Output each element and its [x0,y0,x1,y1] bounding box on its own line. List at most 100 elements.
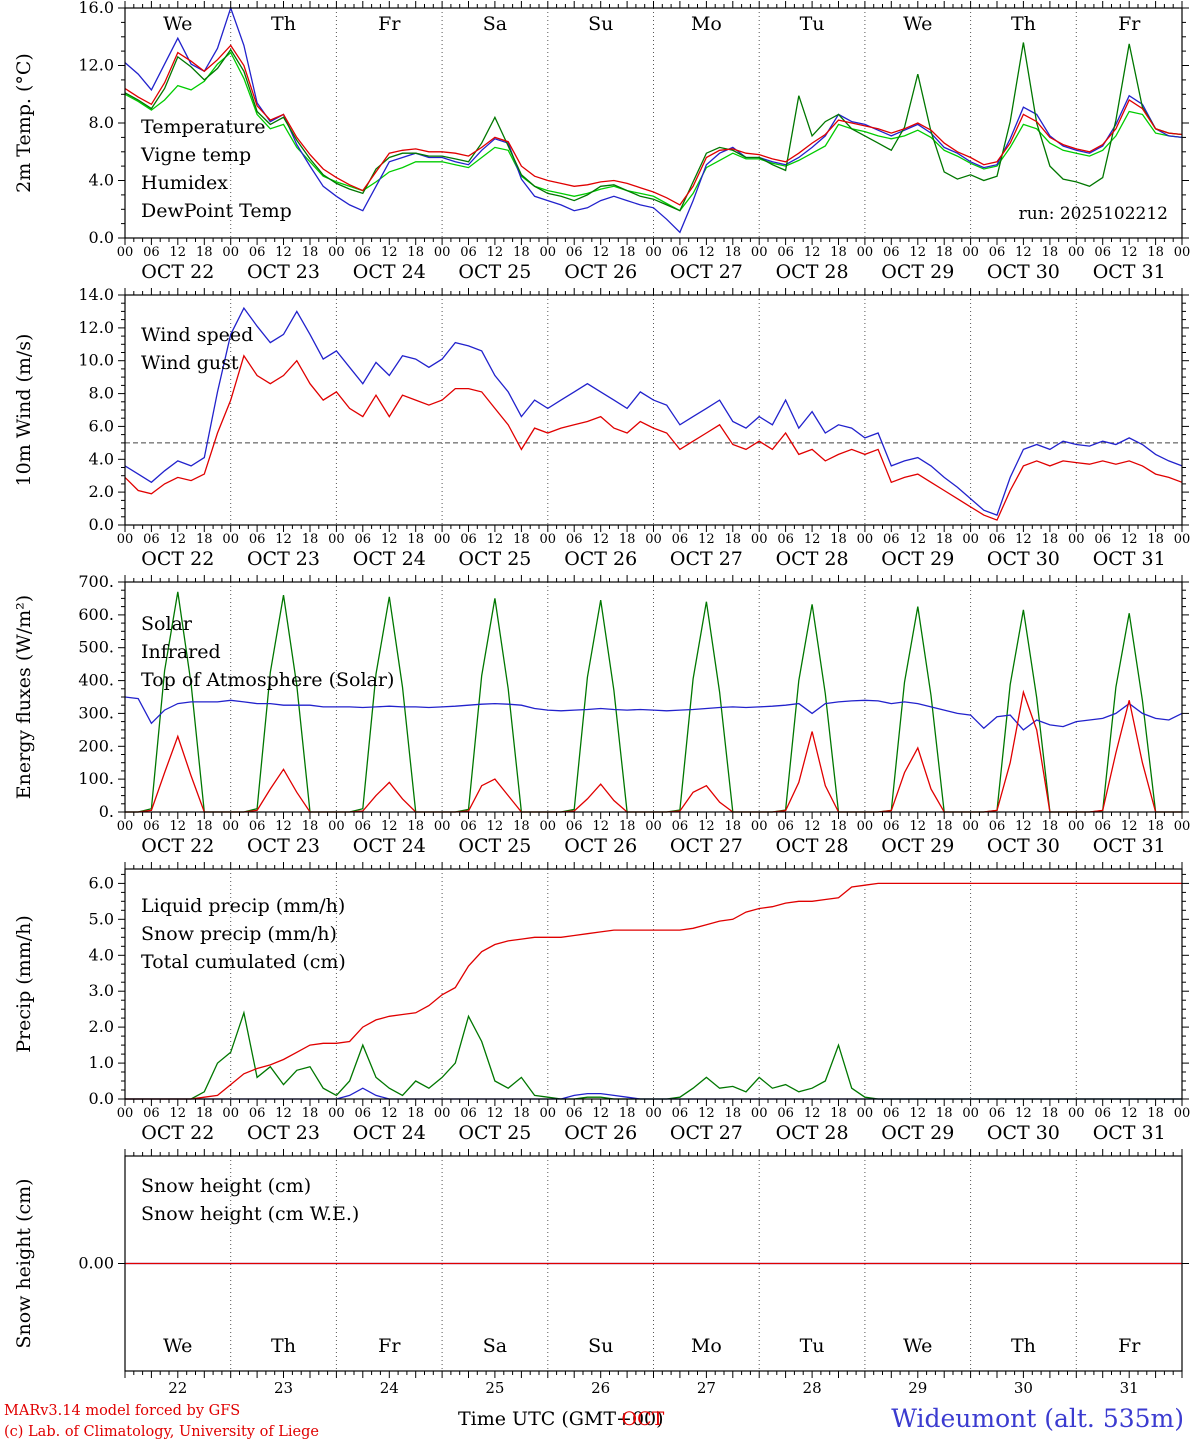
hour-tick-label: 12 [275,819,292,834]
hour-tick-label: 12 [170,245,187,260]
hour-tick-label: 06 [355,532,372,547]
hour-tick-label: 18 [1042,532,1059,547]
hour-tick-label: 00 [1068,245,1085,260]
hour-tick-label: 06 [1094,532,1111,547]
hour-tick-label: 12 [381,819,398,834]
hour-tick-label: 00 [857,245,874,260]
date-label: OCT 30 [987,548,1060,570]
hour-tick-label: 00 [645,1106,662,1121]
hour-tick-label: 00 [434,819,451,834]
series-wind-speed [124,354,1183,521]
date-label: OCT 25 [458,1122,531,1144]
hour-tick-label: 12 [1121,245,1138,260]
hour-tick-label: 12 [592,1106,609,1121]
legend-item: Snow height (cm W.E.) [141,1203,359,1225]
hour-tick-label: 12 [381,532,398,547]
day-number-label: 22 [168,1379,187,1397]
hour-tick-label: 18 [619,532,636,547]
date-label: OCT 30 [987,1122,1060,1144]
credit-line-1: MARv3.14 model forced by GFS [4,1403,241,1419]
hour-tick-label: 12 [1121,1106,1138,1121]
hour-tick-label: 06 [777,1106,794,1121]
hour-tick-label: 12 [1121,532,1138,547]
y-tick-label: 12.0 [78,318,114,337]
hour-tick-label: 00 [540,532,557,547]
model-credit: MARv3.14 model forced by GFS (c) Lab. of… [4,1401,319,1443]
hour-tick-label: 12 [487,1106,504,1121]
hour-tick-label: 18 [513,532,530,547]
date-label: OCT 25 [458,835,531,857]
hour-tick-label: 06 [460,819,477,834]
time-utc-label: Time UTC (GMT+00) [458,1408,664,1430]
y-tick-label: 0.0 [89,228,114,247]
day-name-label: Th [1011,13,1036,35]
series-vigne-temp [124,42,1183,212]
day-name-label: Su [588,1335,613,1357]
legend-item: Snow precip (mm/h) [141,923,337,945]
hour-tick-label: 00 [962,532,979,547]
legend-item: Total cumulated (cm) [141,951,346,973]
precip-chart: 00 06 12 18 00 06 12 18 00 06 12 18 00 06 12 18 00 06 12 18… [13,862,1190,1144]
hour-tick-label: 18 [196,532,213,547]
y-tick-label: 0.00 [78,1254,114,1273]
day-number-label: 26 [591,1379,610,1397]
hour-tick-label: 12 [592,245,609,260]
hour-tick-label: 18 [830,819,847,834]
y-tick-label: 500. [78,638,114,657]
date-label: OCT 29 [881,835,954,857]
date-label: OCT 23 [247,835,320,857]
hour-tick-label: 18 [196,1106,213,1121]
hour-tick-label: 18 [725,819,742,834]
hour-tick-label: 18 [725,532,742,547]
hour-tick-label: 00 [328,1106,345,1121]
hour-tick-label: 12 [487,819,504,834]
legend-item: Temperature [141,116,265,138]
hour-tick-label: 12 [275,245,292,260]
day-name-label: We [903,13,932,35]
hour-tick-label: 18 [407,1106,424,1121]
hour-tick-label: 18 [936,819,953,834]
hour-tick-label: 00 [645,245,662,260]
date-label: OCT 26 [564,1122,637,1144]
date-label: OCT 24 [353,1122,426,1144]
hour-tick-label: 06 [989,245,1006,260]
hour-tick-label: 00 [751,1106,768,1121]
hour-tick-label: 06 [1094,245,1111,260]
hour-tick-label: 12 [910,819,927,834]
hour-tick-label: 12 [381,245,398,260]
hour-tick-label: 18 [1042,1106,1059,1121]
hour-tick-label: 00 [434,532,451,547]
hour-tick-label: 06 [1094,1106,1111,1121]
legend-item: Wind speed [141,324,253,346]
y-tick-label: 300. [78,703,114,722]
y-tick-label: 600. [78,605,114,624]
hour-tick-label: 12 [910,532,927,547]
day-name-label: Th [271,13,296,35]
hour-tick-label: 12 [1015,1106,1032,1121]
date-label: OCT 30 [987,835,1060,857]
hour-tick-label: 00 [222,532,239,547]
hour-tick-label: 06 [672,245,689,260]
hour-tick-label: 06 [777,245,794,260]
date-label: OCT 27 [670,261,743,283]
plot-border [124,581,1183,813]
hour-tick-label: 00 [222,1106,239,1121]
hour-tick-label: 12 [804,245,821,260]
hour-tick-label: 18 [302,532,319,547]
temperature-chart: 00 06 12 18 00 06 12 18 00 06 12 18 00 06 12 18 00 06 12 18… [13,0,1191,283]
date-label: OCT 22 [141,261,214,283]
hour-tick-label: 00 [751,532,768,547]
hour-tick-label: 18 [196,245,213,260]
hour-tick-label: 00 [540,819,557,834]
legend-item: Wind gust [141,352,239,374]
hour-tick-label: 00 [857,1106,874,1121]
hour-tick-label: 06 [672,532,689,547]
date-label: OCT 26 [564,261,637,283]
hour-tick-label: 18 [513,819,530,834]
y-tick-label: 3.0 [89,981,114,1000]
hour-tick-label: 06 [989,1106,1006,1121]
date-label: OCT 23 [247,1122,320,1144]
legend-item: DewPoint Temp [141,200,292,222]
hour-tick-label: 00 [1174,245,1191,260]
hour-tick-label: 18 [1147,819,1164,834]
